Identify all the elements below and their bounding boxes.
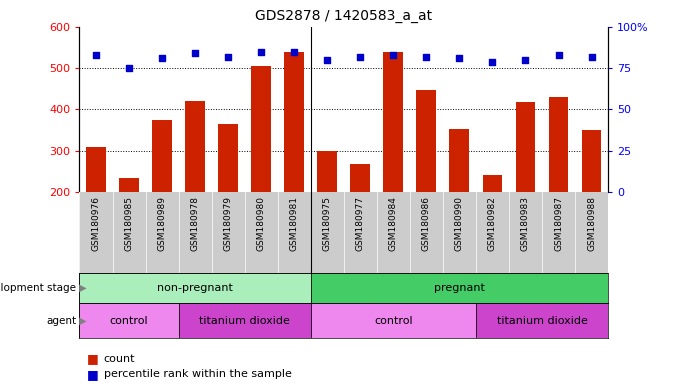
Text: GSM180977: GSM180977: [356, 196, 365, 251]
Bar: [417, 89, 436, 192]
Bar: [79, 273, 311, 303]
Point: [256, 49, 267, 55]
Text: GSM180982: GSM180982: [488, 196, 497, 251]
Text: ■: ■: [86, 368, 98, 381]
Bar: [384, 52, 404, 192]
Text: GSM180976: GSM180976: [91, 196, 100, 251]
Point: [289, 49, 300, 55]
Bar: [152, 120, 172, 192]
Bar: [218, 124, 238, 192]
Text: titanium dioxide: titanium dioxide: [199, 316, 290, 326]
Bar: [284, 52, 304, 192]
Point: [189, 50, 200, 56]
Text: GSM180980: GSM180980: [256, 196, 265, 251]
Text: development stage: development stage: [0, 283, 76, 293]
Bar: [119, 177, 139, 192]
Text: agent: agent: [46, 316, 76, 326]
Point: [586, 53, 597, 60]
Text: GSM180978: GSM180978: [191, 196, 200, 251]
Point: [421, 53, 432, 60]
Bar: [350, 164, 370, 192]
Bar: [252, 66, 271, 192]
Bar: [582, 130, 601, 192]
Bar: [449, 129, 469, 192]
Bar: [317, 151, 337, 192]
Text: ▶: ▶: [76, 283, 86, 293]
Text: GSM180987: GSM180987: [554, 196, 563, 251]
Point: [322, 57, 333, 63]
Text: GSM180975: GSM180975: [323, 196, 332, 251]
Point: [520, 57, 531, 63]
Text: GSM180988: GSM180988: [587, 196, 596, 251]
Point: [388, 52, 399, 58]
Point: [124, 65, 135, 71]
Bar: [86, 147, 106, 192]
Bar: [311, 273, 608, 303]
Bar: [482, 175, 502, 192]
Text: GSM180984: GSM180984: [389, 196, 398, 251]
Point: [223, 53, 234, 60]
Text: GSM180989: GSM180989: [158, 196, 167, 251]
Text: GSM180981: GSM180981: [290, 196, 299, 251]
Text: GSM180983: GSM180983: [521, 196, 530, 251]
Bar: [185, 101, 205, 192]
Text: percentile rank within the sample: percentile rank within the sample: [104, 369, 292, 379]
Bar: [549, 97, 569, 192]
Text: pregnant: pregnant: [434, 283, 485, 293]
Point: [487, 58, 498, 65]
Bar: [79, 303, 178, 338]
Text: control: control: [110, 316, 149, 326]
Point: [354, 53, 366, 60]
Text: GSM180979: GSM180979: [224, 196, 233, 251]
Text: ▶: ▶: [76, 316, 86, 326]
Bar: [515, 102, 536, 192]
Bar: [476, 303, 608, 338]
Text: GSM180990: GSM180990: [455, 196, 464, 251]
Point: [454, 55, 465, 61]
Text: count: count: [104, 354, 135, 364]
Text: GSM180986: GSM180986: [422, 196, 431, 251]
Text: titanium dioxide: titanium dioxide: [497, 316, 587, 326]
Text: non-pregnant: non-pregnant: [157, 283, 233, 293]
Point: [157, 55, 168, 61]
Text: ■: ■: [86, 353, 98, 366]
Text: GSM180985: GSM180985: [124, 196, 133, 251]
Title: GDS2878 / 1420583_a_at: GDS2878 / 1420583_a_at: [255, 9, 433, 23]
Point: [91, 52, 102, 58]
Point: [553, 52, 564, 58]
Text: control: control: [374, 316, 413, 326]
Bar: [311, 303, 476, 338]
Bar: [178, 303, 311, 338]
